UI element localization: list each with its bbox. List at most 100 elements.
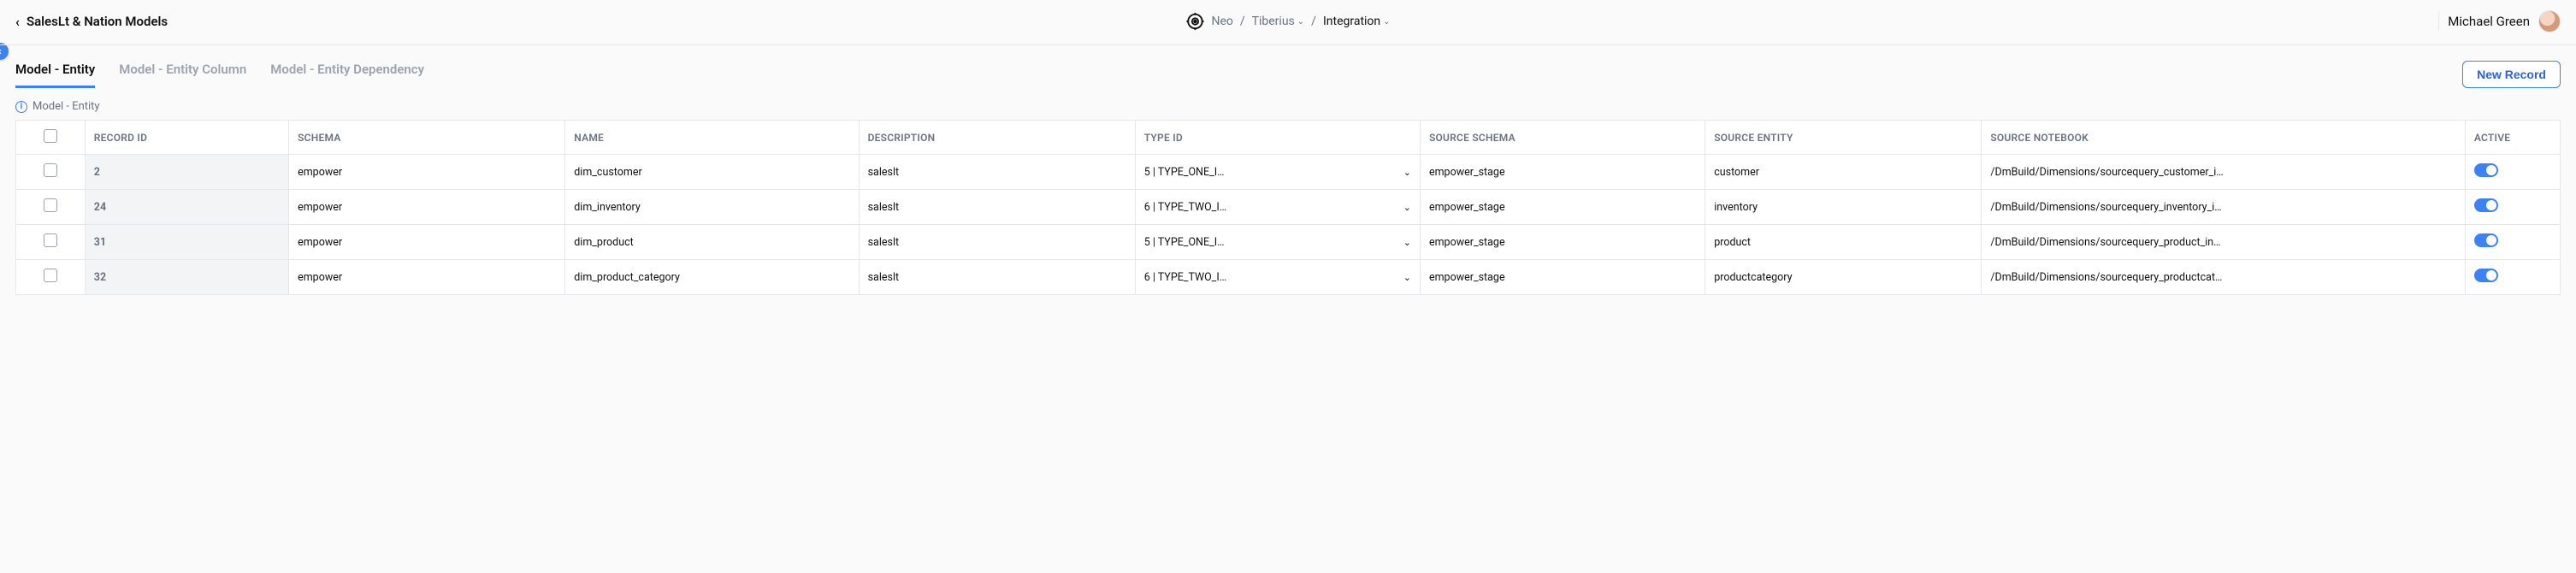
chevron-down-icon[interactable]: ⌄	[1403, 202, 1411, 213]
tabs: Model - Entity Model - Entity Column Mod…	[15, 62, 424, 88]
back-button[interactable]: ‹	[15, 14, 20, 30]
chevron-down-icon[interactable]: ⌄	[1403, 237, 1411, 248]
row-checkbox[interactable]	[44, 198, 57, 212]
col-description[interactable]: DESCRIPTION	[859, 121, 1135, 155]
cell-schema[interactable]: empower	[289, 260, 565, 295]
header: ‹ SalesLt & Nation Models Neo /	[0, 0, 2576, 45]
tab-label: Model - Entity	[15, 62, 95, 77]
tab-model-entity-dependency[interactable]: Model - Entity Dependency	[270, 62, 424, 88]
cell-source-entity[interactable]: productcategory	[1705, 260, 1982, 295]
divider	[2438, 12, 2439, 31]
cell-description[interactable]: saleslt	[859, 190, 1135, 225]
cell-record-id[interactable]: 2	[85, 155, 288, 190]
app-root: ‹ ‹ SalesLt & Nation Models Neo	[0, 0, 2576, 310]
type-id-value: 6 | TYPE_TWO_I…	[1144, 201, 1226, 214]
cell-active	[2465, 260, 2560, 295]
cell-schema[interactable]: empower	[289, 190, 565, 225]
table-row[interactable]: 2empowerdim_customersaleslt5 | TYPE_ONE_…	[16, 155, 2561, 190]
active-toggle[interactable]	[2474, 198, 2498, 212]
table-row[interactable]: 32empowerdim_product_categorysaleslt6 | …	[16, 260, 2561, 295]
tab-label: Model - Entity Dependency	[270, 62, 424, 77]
table-row[interactable]: 24empowerdim_inventorysaleslt6 | TYPE_TW…	[16, 190, 2561, 225]
new-record-button[interactable]: New Record	[2462, 61, 2561, 88]
tab-model-entity[interactable]: Model - Entity	[15, 62, 95, 88]
cell-source-schema[interactable]: empower_stage	[1420, 155, 1705, 190]
col-active[interactable]: ACTIVE	[2465, 121, 2560, 155]
breadcrumb: Neo / Tiberius ⌄ / Integration ⌄	[1185, 12, 1390, 31]
cell-record-id[interactable]: 32	[85, 260, 288, 295]
chevron-down-icon[interactable]: ⌄	[1403, 272, 1411, 283]
cell-type-id[interactable]: 6 | TYPE_TWO_I… ⌄	[1135, 260, 1420, 295]
cell-source-notebook[interactable]: /DmBuild/Dimensions/sourcequery_inventor…	[1982, 190, 2466, 225]
cell-name[interactable]: dim_inventory	[565, 190, 859, 225]
cell-active	[2465, 155, 2560, 190]
cell-source-schema[interactable]: empower_stage	[1420, 225, 1705, 260]
cell-source-schema[interactable]: empower_stage	[1420, 190, 1705, 225]
chevron-down-icon: ⌄	[1297, 17, 1304, 27]
cell-description[interactable]: saleslt	[859, 225, 1135, 260]
col-record-id[interactable]: RECORD ID	[85, 121, 288, 155]
breadcrumb-section-label: Integration	[1323, 15, 1380, 28]
cell-source-notebook[interactable]: /DmBuild/Dimensions/sourcequery_customer…	[1982, 155, 2466, 190]
cell-type-id[interactable]: 5 | TYPE_ONE_I… ⌄	[1135, 225, 1420, 260]
cell-checkbox	[16, 190, 86, 225]
workspace-icon	[1185, 12, 1204, 31]
chevron-left-icon: ‹	[0, 45, 2, 58]
type-id-value: 6 | TYPE_TWO_I…	[1144, 271, 1226, 284]
avatar[interactable]	[2538, 10, 2561, 32]
row-checkbox[interactable]	[44, 233, 57, 247]
active-toggle[interactable]	[2474, 233, 2498, 247]
active-toggle[interactable]	[2474, 163, 2498, 177]
breadcrumb-workspace[interactable]: Tiberius ⌄	[1252, 15, 1305, 28]
cell-active	[2465, 225, 2560, 260]
breadcrumb-workspace-label: Tiberius	[1252, 15, 1295, 28]
cell-source-notebook[interactable]: /DmBuild/Dimensions/sourcequery_productc…	[1982, 260, 2466, 295]
cell-description[interactable]: saleslt	[859, 260, 1135, 295]
header-left: ‹ SalesLt & Nation Models	[15, 14, 168, 30]
cell-description[interactable]: saleslt	[859, 155, 1135, 190]
cell-source-entity[interactable]: inventory	[1705, 190, 1982, 225]
breadcrumb-org-label: Neo	[1211, 15, 1232, 28]
row-checkbox[interactable]	[44, 269, 57, 282]
table-row[interactable]: 31empowerdim_productsaleslt5 | TYPE_ONE_…	[16, 225, 2561, 260]
col-schema[interactable]: SCHEMA	[289, 121, 565, 155]
tabs-row: Model - Entity Model - Entity Column Mod…	[0, 45, 2576, 88]
cell-source-entity[interactable]: product	[1705, 225, 1982, 260]
col-source-notebook[interactable]: SOURCE NOTEBOOK	[1982, 121, 2466, 155]
col-type-id[interactable]: TYPE ID	[1135, 121, 1420, 155]
info-text: Model - Entity	[32, 100, 100, 113]
tab-model-entity-column[interactable]: Model - Entity Column	[119, 62, 246, 88]
chevron-down-icon[interactable]: ⌄	[1403, 167, 1411, 178]
table-wrap: RECORD ID SCHEMA NAME DESCRIPTION TYPE I…	[0, 120, 2576, 310]
type-id-value: 5 | TYPE_ONE_I…	[1144, 166, 1225, 179]
cell-name[interactable]: dim_product	[565, 225, 859, 260]
cell-name[interactable]: dim_customer	[565, 155, 859, 190]
col-source-schema[interactable]: SOURCE SCHEMA	[1420, 121, 1705, 155]
breadcrumb-separator: /	[1240, 15, 1245, 28]
cell-checkbox	[16, 260, 86, 295]
breadcrumb-org[interactable]: Neo	[1211, 15, 1232, 28]
info-icon: i	[15, 101, 27, 113]
cell-schema[interactable]: empower	[289, 225, 565, 260]
breadcrumb-separator: /	[1311, 15, 1316, 28]
active-toggle[interactable]	[2474, 269, 2498, 282]
breadcrumb-section[interactable]: Integration ⌄	[1323, 15, 1391, 28]
cell-name[interactable]: dim_product_category	[565, 260, 859, 295]
cell-source-notebook[interactable]: /DmBuild/Dimensions/sourcequery_product_…	[1982, 225, 2466, 260]
cell-source-entity[interactable]: customer	[1705, 155, 1982, 190]
tab-label: Model - Entity Column	[119, 62, 246, 77]
col-name[interactable]: NAME	[565, 121, 859, 155]
entity-table: RECORD ID SCHEMA NAME DESCRIPTION TYPE I…	[15, 120, 2561, 295]
col-source-entity[interactable]: SOURCE ENTITY	[1705, 121, 1982, 155]
cell-type-id[interactable]: 5 | TYPE_ONE_I… ⌄	[1135, 155, 1420, 190]
row-checkbox[interactable]	[44, 163, 57, 177]
user-name[interactable]: Michael Green	[2448, 14, 2530, 29]
cell-type-id[interactable]: 6 | TYPE_TWO_I… ⌄	[1135, 190, 1420, 225]
select-all-checkbox[interactable]	[44, 129, 57, 143]
type-id-value: 5 | TYPE_ONE_I…	[1144, 236, 1225, 249]
cell-record-id[interactable]: 24	[85, 190, 288, 225]
cell-record-id[interactable]: 31	[85, 225, 288, 260]
cell-schema[interactable]: empower	[289, 155, 565, 190]
table-header-row: RECORD ID SCHEMA NAME DESCRIPTION TYPE I…	[16, 121, 2561, 155]
cell-source-schema[interactable]: empower_stage	[1420, 260, 1705, 295]
